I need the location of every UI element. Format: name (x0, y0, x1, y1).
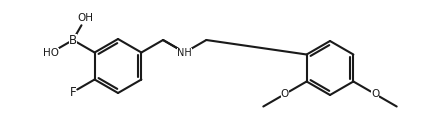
Text: F: F (70, 86, 76, 99)
Text: O: O (281, 89, 289, 99)
Text: B: B (69, 34, 77, 47)
Text: NH: NH (177, 47, 192, 58)
Text: O: O (371, 89, 379, 99)
Text: HO: HO (43, 47, 59, 58)
Text: OH: OH (78, 13, 93, 23)
